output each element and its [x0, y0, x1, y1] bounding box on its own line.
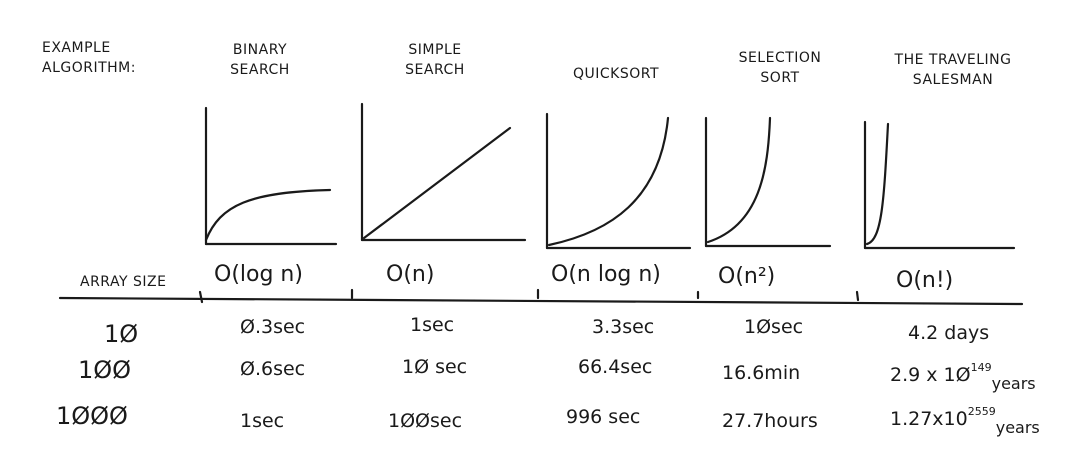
time-simple-10: 1sec	[410, 314, 455, 336]
time-simple-1000: 1ØØsec	[388, 410, 463, 432]
time-salesman-10: 4.2 days	[908, 322, 990, 344]
graph-n-squared	[704, 116, 832, 248]
time-salesman-1000: 1.27x102559years	[890, 405, 1040, 437]
time-binary-1000: 1sec	[240, 410, 285, 432]
example-label-line1: EXAMPLE	[42, 40, 111, 56]
complexity-n-factorial: O(n!)	[896, 268, 954, 293]
array-size-10: 1Ø	[104, 320, 139, 348]
time-salesman-100: 2.9 x 1Ø149years	[890, 361, 1036, 393]
graph-log-n	[204, 106, 338, 246]
graph-n	[360, 102, 527, 242]
example-label-line2: ALGORITHM:	[42, 60, 136, 76]
time-quicksort-100: 66.4sec	[578, 356, 653, 378]
exponent-149: 149	[970, 361, 992, 374]
complexity-n-log-n: O(n log n)	[551, 262, 661, 287]
unit-years-1000: years	[995, 418, 1040, 437]
algo-name-selection-sort: SELECTION SORT	[738, 50, 822, 86]
algo-name-traveling-salesman: THE TRAVELING SALESMAN	[894, 52, 1012, 88]
time-selection-1000: 27.7hours	[722, 410, 818, 432]
time-quicksort-1000: 996 sec	[566, 406, 641, 428]
unit-years-100: years	[991, 374, 1036, 393]
complexity-n: O(n)	[386, 262, 435, 287]
complexity-n-squared: O(n²)	[718, 264, 776, 289]
algo-name-simple-search: SIMPLE SEARCH	[405, 42, 465, 78]
algo-name-quicksort: QUICKSORT	[572, 66, 660, 82]
array-size-1000: 1ØØØ	[56, 402, 128, 430]
time-quicksort-10: 3.3sec	[592, 316, 655, 338]
graph-n-log-n	[545, 112, 692, 250]
array-size-label: ARRAY SIZE	[80, 274, 167, 290]
algo-name-binary-search: BINARY SEARCH	[230, 42, 290, 78]
time-binary-100: Ø.6sec	[240, 358, 306, 380]
example-label: EXAMPLE ALGORITHM:	[42, 38, 136, 78]
time-binary-10: Ø.3sec	[240, 316, 306, 338]
array-size-100: 1ØØ	[78, 356, 132, 384]
exponent-2559: 2559	[967, 405, 996, 418]
table-divider	[58, 296, 1024, 306]
graph-n-factorial	[863, 120, 1016, 250]
time-simple-100: 1Ø sec	[402, 356, 468, 378]
time-selection-100: 16.6min	[722, 362, 801, 384]
complexity-log-n: O(log n)	[214, 262, 303, 287]
time-selection-10: 1Øsec	[744, 316, 804, 338]
